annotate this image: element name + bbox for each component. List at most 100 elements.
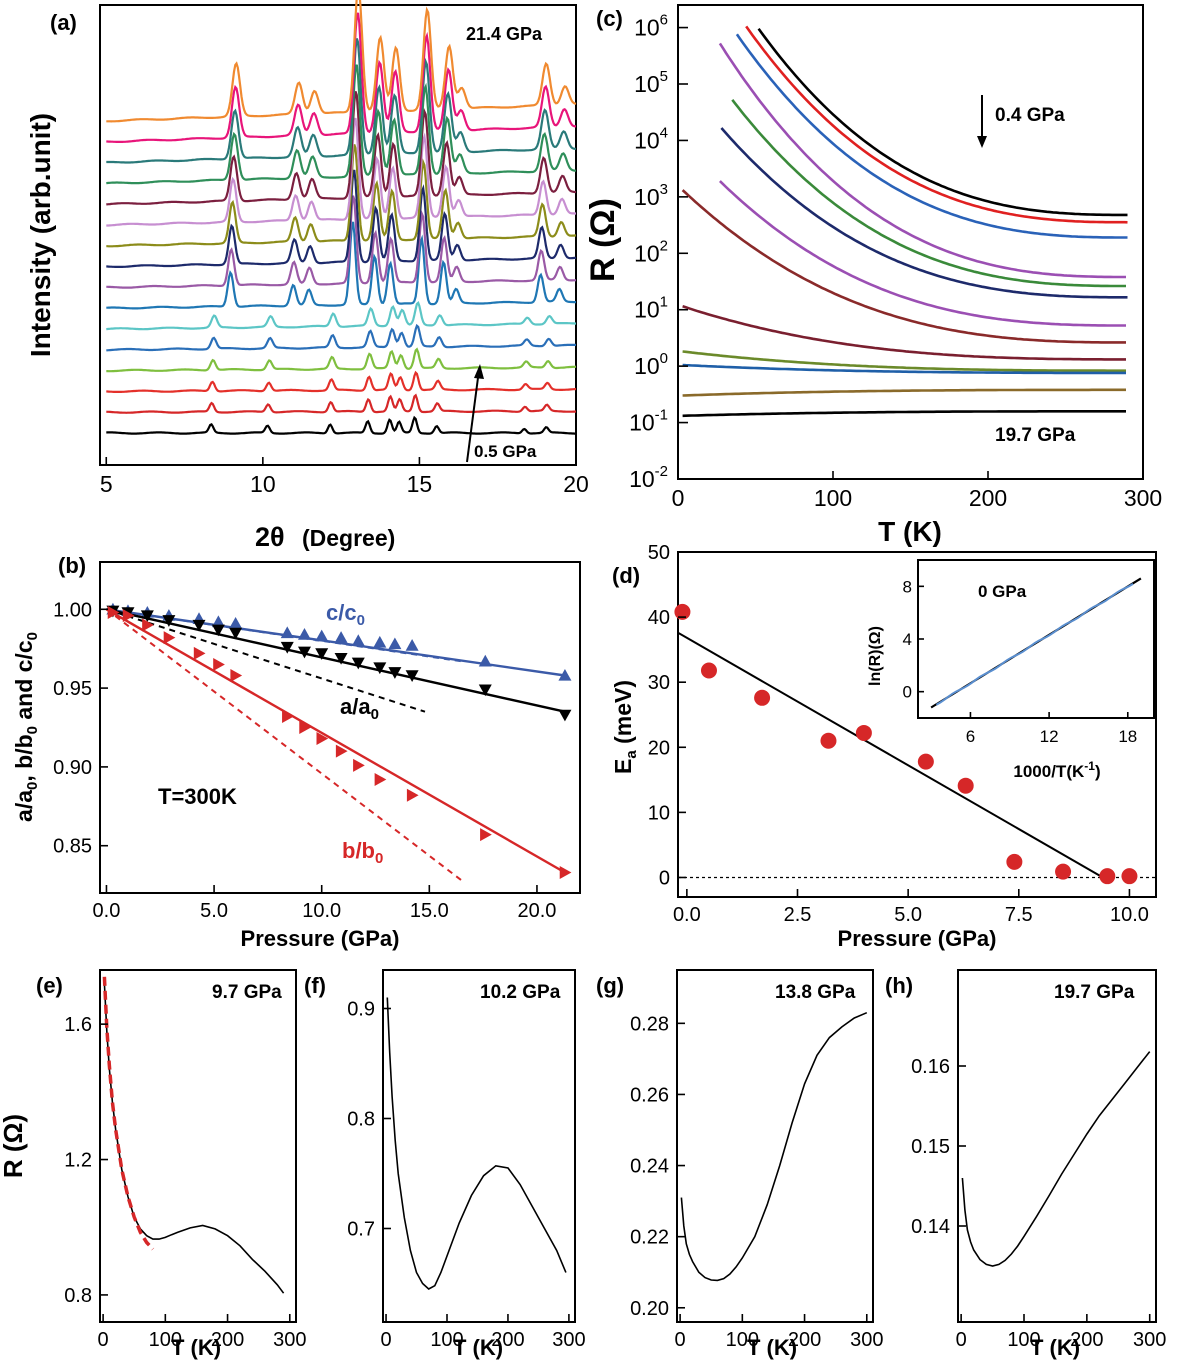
panel-b-point	[140, 610, 154, 623]
f-xtick-label: 300	[552, 1329, 585, 1351]
panel-d-xtick-label: 10.0	[1110, 904, 1149, 926]
panel-c-curves	[681, 25, 1128, 418]
panel-d-xtick-label: 0.0	[673, 904, 701, 926]
panel-b-label-a: a/a0	[340, 694, 379, 723]
panel-a-xtick-label: 20	[563, 471, 589, 497]
xrd-trace	[106, 323, 577, 352]
panel-a: (a) 5 10 15 20 21.4 GPa 0.5 GPa 2θ (Degree)…	[25, 0, 589, 552]
panel-b-point	[192, 619, 206, 632]
panel-a-xlabel-main: 2θ	[255, 522, 285, 552]
panel-b-point	[280, 641, 294, 654]
resistance-curve	[731, 99, 1126, 288]
xrd-trace	[106, 0, 577, 123]
xrd-trace	[106, 117, 576, 227]
xrd-trace	[106, 38, 576, 164]
panel-b-point	[373, 662, 387, 675]
panel-c-ytick-base: 10	[634, 240, 660, 266]
panel-d-inset-xtick-label: 18	[1118, 727, 1137, 746]
h-ytick-label: 0.15	[911, 1136, 950, 1158]
g-ytick-label: 0.22	[630, 1227, 669, 1249]
panel-a-xtick-label: 10	[250, 471, 276, 497]
panel-d-inset-ylabel: ln(R)(Ω)	[867, 626, 884, 686]
panel-d-point	[1121, 868, 1138, 885]
xrd-trace	[106, 64, 577, 185]
xrd-trace	[106, 144, 577, 248]
panel-c-xtick-label: 300	[1124, 485, 1162, 511]
panel-b-xtick-label: 0.0	[93, 900, 121, 922]
panel-d-point	[1006, 853, 1023, 870]
panel-g-label: (g)	[596, 973, 624, 998]
panel-c-top-annotation: 0.4 GPa	[995, 105, 1065, 126]
xrd-trace	[106, 91, 576, 206]
e-ytick-label: 1.6	[64, 1014, 92, 1036]
panel-b-point	[388, 637, 402, 650]
panel-d-ytick-label: 40	[648, 607, 670, 629]
f-xtick-label: 100	[430, 1329, 463, 1351]
panel-b-point	[334, 652, 348, 665]
panel-a-arrow-head	[474, 364, 484, 379]
panel-b-point	[558, 668, 572, 681]
panel-f-plot: 0 100 200 300 0.7 0.8 0.9	[347, 997, 586, 1351]
panel-b-point	[230, 668, 243, 682]
panel-b-point	[480, 828, 492, 842]
panel-b-point	[297, 628, 311, 640]
panel-c-ytick-label: 100	[634, 350, 668, 379]
panel-b-point	[213, 657, 225, 671]
panel-f: (f) 0 100 200 300 0.7 0.8 0.9 10.2 GPa T (K)	[304, 969, 586, 1360]
panel-b-label-c: c/c0	[326, 600, 365, 629]
panel-b-point	[406, 788, 419, 802]
panel-d-xtick-label: 2.5	[784, 904, 812, 926]
panel-b-point	[142, 618, 154, 632]
panel-d-ytick-label: 20	[648, 737, 670, 759]
h-ytick-label: 0.14	[911, 1216, 950, 1238]
panel-d-point	[1099, 868, 1116, 885]
panel-d-point	[957, 777, 974, 794]
panel-c: (c) 0 100 200 30010-210-1100101102103104105…	[584, 4, 1162, 547]
panel-f-xlabel: T (K)	[453, 1335, 503, 1360]
xrd-trace	[106, 12, 577, 143]
panel-c-ytick-label: 102	[634, 237, 668, 266]
resistance-curve	[735, 33, 1128, 239]
panel-d-inset-xtick-label: 6	[966, 727, 975, 746]
panel-c-ytick-base: 10	[634, 184, 660, 210]
resistance-curve	[682, 388, 1126, 397]
xrd-trace	[106, 221, 577, 310]
panel-e-xlabel: T (K)	[171, 1335, 221, 1360]
panel-c-ytick-label: 101	[634, 294, 668, 323]
panel-d-point	[674, 603, 691, 620]
panel-b-point	[388, 667, 402, 679]
g-ytick-label: 0.24	[630, 1156, 669, 1178]
h-xtick-label: 100	[1007, 1329, 1040, 1351]
e-curve	[103, 983, 285, 1294]
panel-b-point	[163, 631, 176, 645]
xrd-trace	[106, 301, 577, 331]
f-xtick-label: 200	[491, 1329, 524, 1351]
panel-c-ytick-base: 10	[634, 71, 660, 97]
panel-d-fit-line	[677, 631, 1104, 879]
panel-c-ytick-label: 105	[634, 68, 668, 97]
panel-d-point	[917, 753, 934, 770]
panel-g-frame	[676, 969, 874, 1323]
panel-a-traces	[106, 0, 577, 435]
panel-b-point	[334, 631, 348, 643]
panel-c-ytick-exp: 5	[660, 68, 668, 85]
resistance-curve	[718, 180, 1126, 327]
e-xtick-label: 200	[211, 1329, 244, 1351]
panel-b-xtick-label: 20.0	[517, 900, 556, 922]
panel-d-label: (d)	[612, 563, 640, 588]
panel-b-point	[351, 657, 365, 670]
panel-d-frame	[677, 551, 1157, 898]
panel-b-annotation: T=300K	[158, 784, 237, 809]
panel-b-ytick-label: 0.90	[53, 757, 92, 779]
panel-c-ytick-base: 10	[629, 466, 655, 492]
panel-c-ytick-label: 106	[634, 12, 668, 41]
panel-a-pressure-arrow	[466, 369, 480, 463]
panel-d-inset-ytick-label: 8	[903, 577, 912, 596]
f-ytick-label: 0.8	[347, 1109, 375, 1131]
panel-g-annotation: 13.8 GPa	[775, 982, 856, 1003]
resistance-curve	[682, 350, 1126, 372]
panel-a-xtick-label: 15	[407, 471, 433, 497]
panel-d-point	[1055, 863, 1072, 880]
panel-c-ytick-exp: -2	[655, 463, 668, 480]
panel-d-xlabel: Pressure (GPa)	[838, 926, 997, 951]
